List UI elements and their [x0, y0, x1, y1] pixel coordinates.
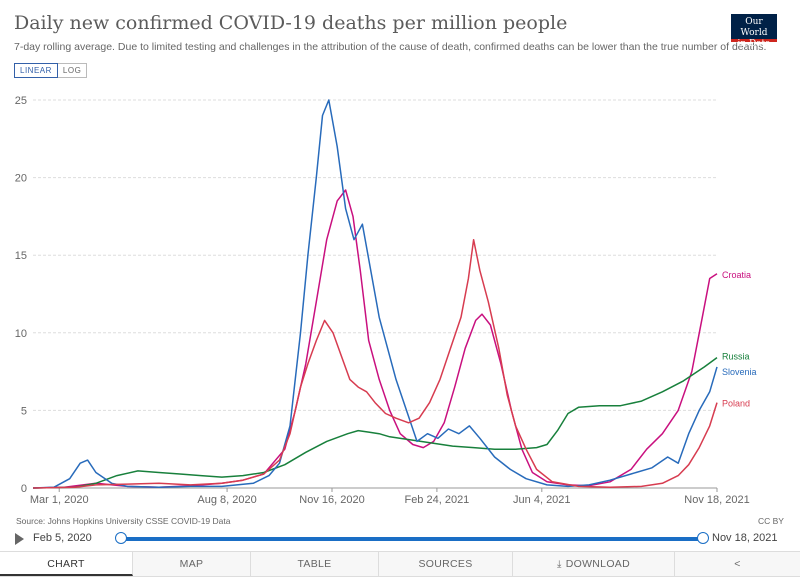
download-icon: ⤓: [557, 559, 562, 570]
grid-lines: [33, 99, 717, 489]
linear-scale-button[interactable]: LINEAR: [14, 63, 58, 78]
series-label-croatia: Croatia: [722, 270, 751, 280]
series-labels: Croatia Russia Slovenia Poland: [722, 270, 757, 409]
series-label-slovenia: Slovenia: [722, 367, 757, 377]
y-tick-label: 0: [21, 483, 27, 495]
play-icon[interactable]: [15, 533, 24, 545]
tab-download[interactable]: ⤓ DOWNLOAD: [513, 552, 675, 576]
page-title: Daily new confirmed COVID-19 deaths per …: [14, 12, 568, 34]
log-scale-button[interactable]: LOG: [57, 63, 88, 78]
tab-sources[interactable]: SOURCES: [379, 552, 513, 576]
share-icon: <: [734, 558, 741, 570]
y-tick-label: 15: [15, 250, 27, 262]
line-chart: 0 5 10 15 20 25 Mar 1, 2020 Aug 8, 2020 Nov 16,…: [15, 95, 757, 506]
x-tick-label: Nov 18, 2021: [684, 494, 749, 506]
share-button[interactable]: <: [675, 552, 800, 576]
timeline-track[interactable]: [121, 537, 703, 541]
timeline: Feb 5, 2020 Nov 18, 2021: [0, 529, 800, 549]
y-tick-label: 10: [15, 328, 27, 340]
series-line-slovenia: [32, 99, 718, 489]
timeline-end-label: Nov 18, 2021: [712, 532, 778, 544]
logo-line-2: in Data: [737, 39, 771, 49]
series-label-russia: Russia: [722, 352, 750, 362]
y-tick-label: 20: [15, 173, 27, 185]
source-note[interactable]: Source: Johns Hopkins University CSSE CO…: [16, 516, 231, 526]
y-axis-ticks: 0 5 10 15 20 25: [15, 95, 27, 495]
x-axis-ticks: Mar 1, 2020 Aug 8, 2020 Nov 16, 2020 Feb 24…: [30, 488, 750, 506]
x-tick-label: Nov 16, 2020: [299, 494, 364, 506]
tab-chart[interactable]: CHART: [0, 552, 133, 576]
license-label[interactable]: CC BY: [758, 516, 784, 526]
y-tick-label: 25: [15, 95, 27, 107]
timeline-end-handle[interactable]: [697, 532, 709, 544]
x-tick-label: Mar 1, 2020: [30, 494, 89, 506]
series-line-russia: [32, 356, 718, 489]
x-tick-label: Aug 8, 2020: [197, 494, 256, 506]
series-line-croatia: [32, 189, 718, 489]
tab-table[interactable]: TABLE: [251, 552, 379, 576]
series-lines: [32, 99, 718, 489]
tab-bar: CHART MAP TABLE SOURCES ⤓ DOWNLOAD <: [0, 551, 800, 577]
tab-map[interactable]: MAP: [133, 552, 251, 576]
chart-subtitle: 7-day rolling average. Due to limited te…: [14, 41, 767, 53]
series-line-poland: [32, 238, 718, 489]
x-tick-label: Jun 4, 2021: [513, 494, 571, 506]
owid-logo[interactable]: Our World in Data: [731, 14, 777, 49]
timeline-start-label: Feb 5, 2020: [33, 532, 92, 544]
logo-line-1: Our World: [740, 17, 768, 38]
series-label-poland: Poland: [722, 399, 750, 409]
timeline-start-handle[interactable]: [115, 532, 127, 544]
download-label: DOWNLOAD: [565, 558, 630, 570]
y-tick-label: 5: [21, 405, 27, 417]
scale-toggle: LINEAR LOG: [14, 63, 88, 78]
x-tick-label: Feb 24, 2021: [404, 494, 469, 506]
